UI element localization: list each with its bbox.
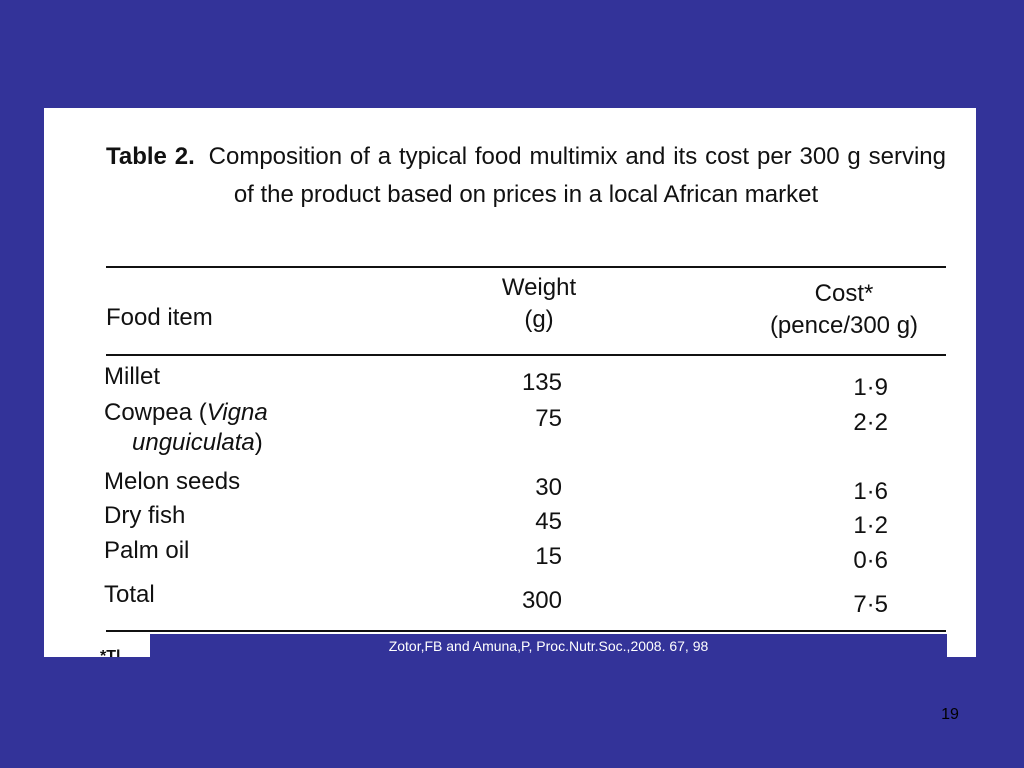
table-row-item: Dry fish (104, 502, 186, 529)
item-suffix: ) (254, 429, 263, 456)
table-row-item: Melon seeds (104, 468, 241, 495)
header-cost: Cost* (pence/300 g) (724, 278, 964, 342)
table-row-cost: 1·6 (853, 478, 888, 505)
item-scientific-species: unguiculata (132, 429, 255, 456)
header-weight-unit: (g) (524, 306, 554, 333)
table-caption: Table 2. Composition of a typical food m… (106, 138, 946, 214)
table-row-weight: 135 (521, 369, 562, 396)
table-row-weight: 75 (535, 405, 562, 432)
table-total-label: Total (104, 581, 155, 608)
table-image-panel: Table 2. Composition of a typical food m… (44, 108, 976, 657)
table-total-cost: 7·5 (853, 591, 888, 618)
table-row-weight: 45 (535, 508, 562, 535)
header-weight: Weight (g) (454, 272, 624, 336)
table-row-cost: 0·6 (853, 547, 888, 574)
table-row-cost: 2·2 (853, 409, 888, 436)
item-prefix: Cowpea ( (104, 399, 207, 426)
item-scientific-genus: Vigna (206, 399, 268, 426)
table-row-item: Millet (104, 363, 161, 390)
table-row-item: Palm oil (104, 537, 190, 564)
table-top-rule (106, 266, 946, 268)
table-caption-text: Composition of a typical food multimix a… (208, 143, 946, 208)
citation-bar: Zotor,FB and Amuna,P, Proc.Nutr.Soc.,200… (150, 634, 947, 658)
header-weight-label: Weight (501, 274, 577, 301)
table-row-cost: 1·9 (853, 374, 888, 401)
header-cost-label: Cost* (814, 280, 874, 307)
page-number: 19 (941, 706, 959, 723)
table-row-weight: 15 (535, 543, 562, 570)
table-total-weight: 300 (521, 587, 562, 614)
header-food-item: Food item (106, 304, 213, 331)
table-header-rule (106, 354, 946, 356)
table-row-item: Cowpea (Vigna unguiculata) (104, 398, 268, 458)
table-caption-number: Table 2. (106, 143, 195, 170)
table-row-cost: 1·2 (853, 512, 888, 539)
footnote-stub: *Tl (100, 648, 121, 657)
table-bottom-rule (106, 630, 946, 632)
header-cost-unit: (pence/300 g) (769, 312, 919, 339)
table-row-weight: 30 (535, 474, 562, 501)
table-body: Millet 135 1·9 Cowpea (Vigna unguiculata… (44, 108, 976, 657)
